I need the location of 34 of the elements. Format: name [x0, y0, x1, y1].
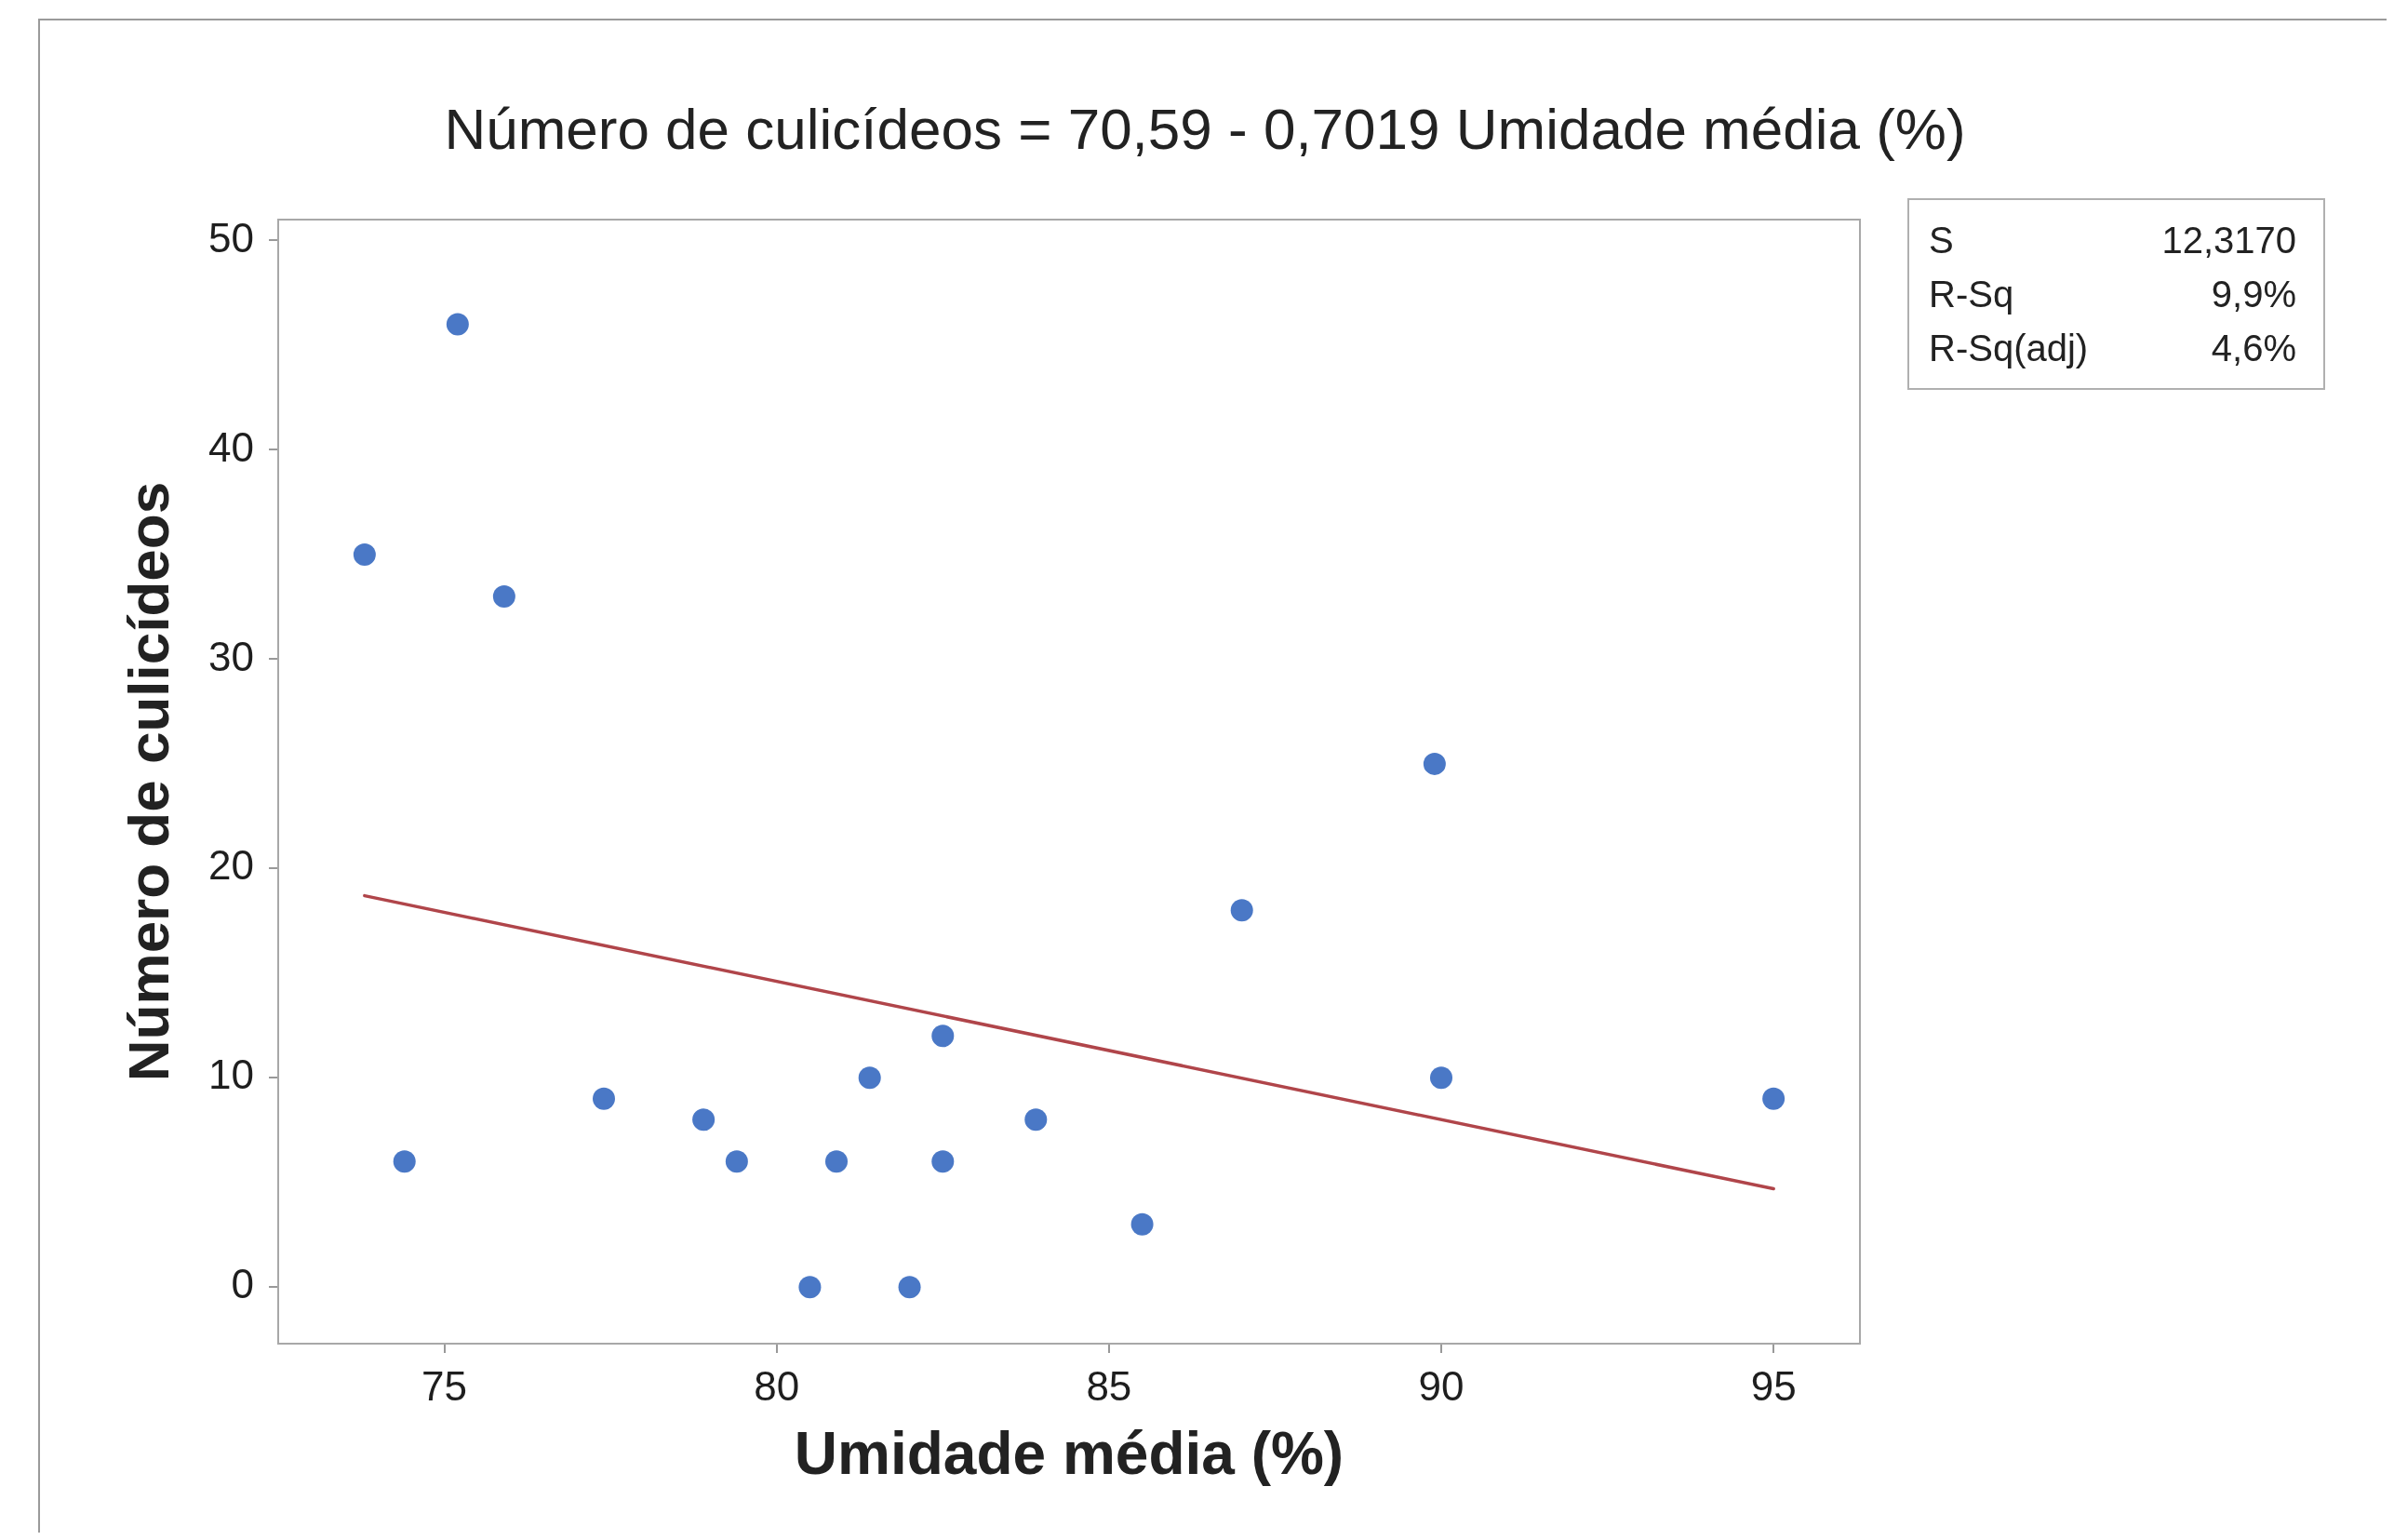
x-tick-label: 80 [754, 1362, 800, 1409]
point [492, 584, 515, 608]
point [353, 542, 376, 566]
chart-title: Número de culicídeos = 70,59 - 0,7019 Umidade média (%) [444, 97, 1966, 161]
point [1130, 1212, 1154, 1236]
point [692, 1108, 716, 1132]
x-tick-label: 95 [1750, 1362, 1797, 1409]
point [725, 1150, 748, 1173]
y-tick-label: 0 [231, 1261, 254, 1307]
point [446, 313, 469, 336]
point [798, 1276, 822, 1299]
y-axis-title: Número de culicídeos [116, 481, 181, 1082]
point [825, 1150, 848, 1173]
point [898, 1276, 921, 1299]
point [931, 1150, 955, 1173]
y-tick-label: 20 [208, 842, 254, 889]
point [858, 1066, 881, 1090]
y-tick-label: 30 [208, 633, 254, 679]
x-tick-label: 85 [1086, 1362, 1132, 1409]
point [1423, 752, 1446, 775]
point [1230, 899, 1253, 922]
point [931, 1024, 955, 1048]
y-tick-label: 40 [208, 423, 254, 470]
x-axis-title: Umidade média (%) [794, 1420, 1344, 1488]
x-tick-label: 75 [421, 1362, 468, 1409]
y-tick-label: 10 [208, 1051, 254, 1098]
stats-box: S 12,3170 R-Sq 9,9% R-Sq(adj) 4,6% [1907, 198, 2325, 390]
point [1430, 1066, 1452, 1090]
point [1762, 1087, 1785, 1110]
x-tick-label: 90 [1418, 1362, 1464, 1409]
y-tick-label: 50 [208, 214, 254, 261]
point [393, 1150, 416, 1173]
point [593, 1087, 615, 1110]
point [1024, 1108, 1048, 1132]
